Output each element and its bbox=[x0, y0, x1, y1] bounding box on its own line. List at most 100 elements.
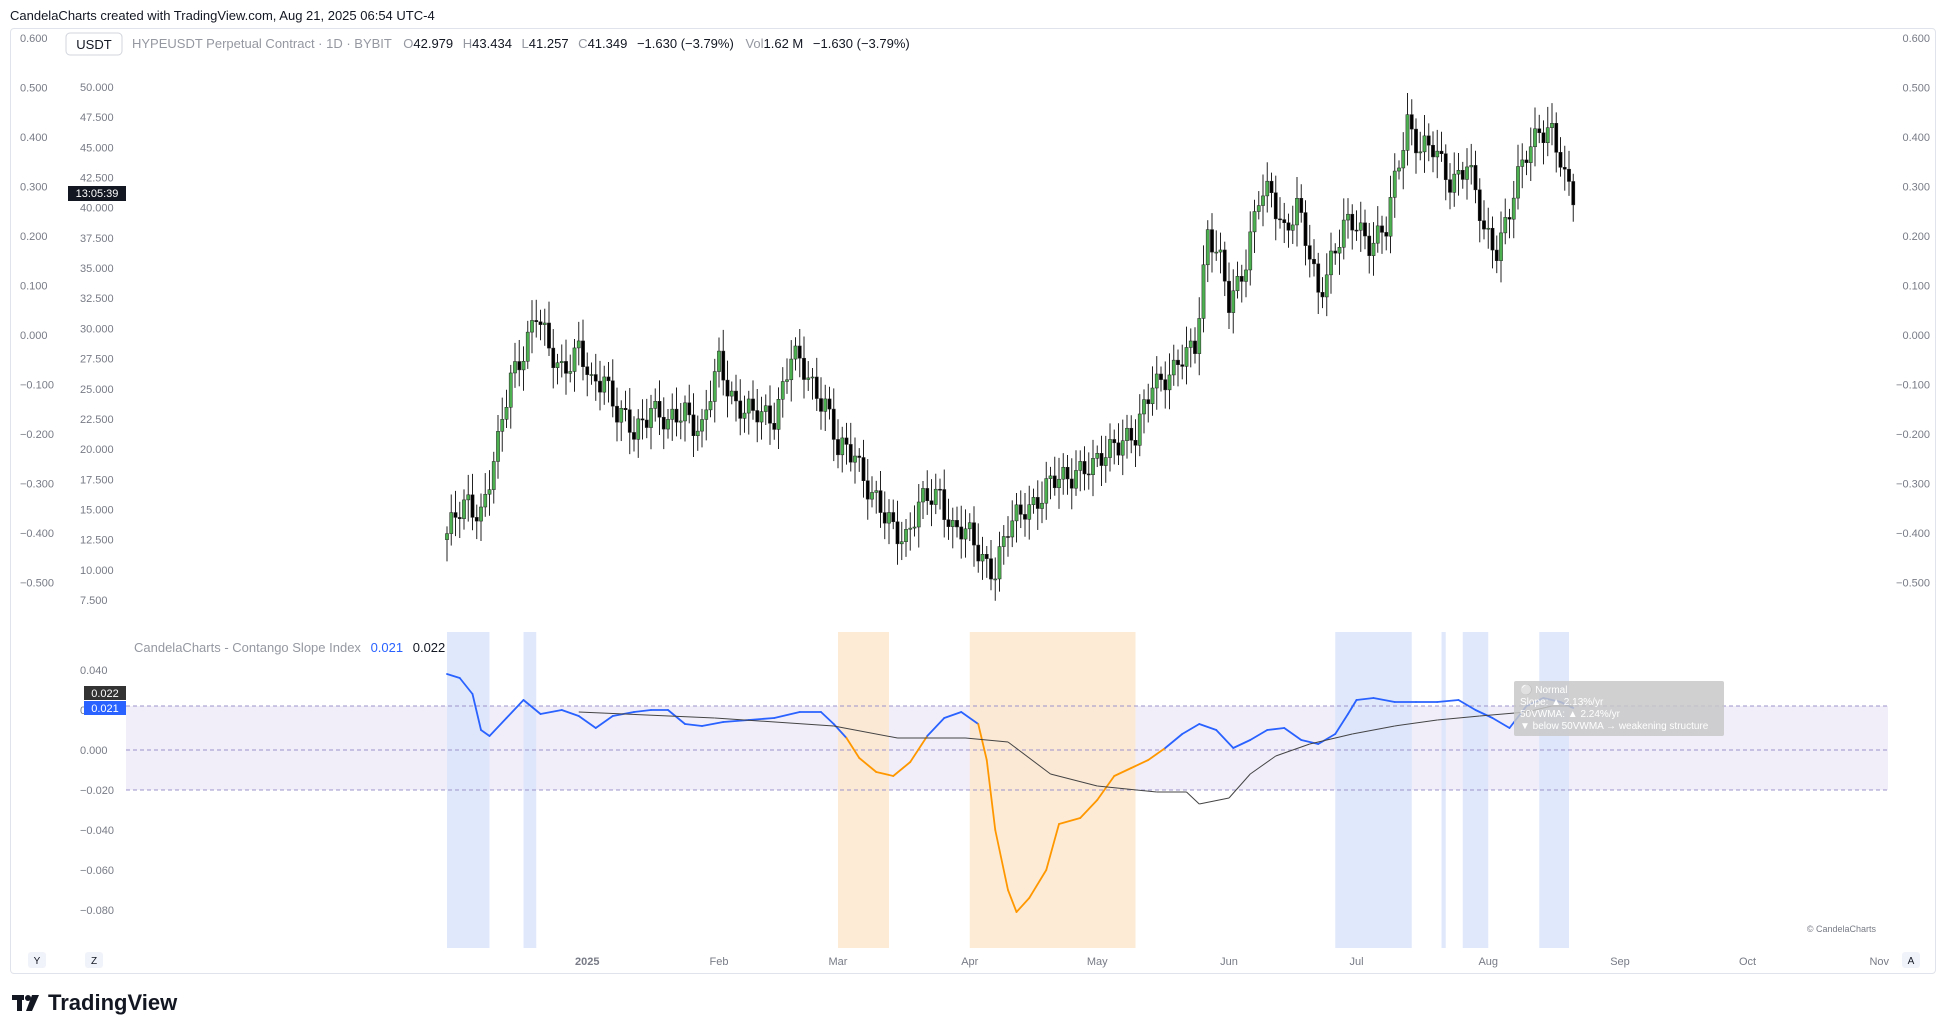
tradingview-logo[interactable]: TradingView bbox=[12, 990, 177, 1016]
overlay-tick-right: 0.100 bbox=[1902, 281, 1930, 293]
time-axis-label: Feb bbox=[710, 956, 729, 968]
candle-body bbox=[1018, 504, 1023, 515]
candle-body bbox=[1248, 231, 1253, 271]
candle-body bbox=[449, 512, 454, 534]
candle-body bbox=[1486, 227, 1491, 230]
candle-body bbox=[734, 390, 738, 402]
candle-body bbox=[678, 420, 683, 423]
candle-body bbox=[904, 529, 908, 542]
candle-body bbox=[950, 520, 955, 527]
candle-body bbox=[959, 526, 964, 540]
slope-line-segment bbox=[977, 723, 988, 761]
candle-body bbox=[1091, 458, 1095, 475]
overlay-tick-right: −0.500 bbox=[1896, 578, 1930, 590]
candle-body bbox=[474, 517, 479, 522]
candle-body bbox=[453, 512, 458, 518]
currency-button[interactable] bbox=[65, 32, 123, 56]
vwma-line-segment bbox=[833, 725, 898, 739]
candle-body bbox=[1256, 205, 1261, 212]
candle-body bbox=[1052, 475, 1057, 489]
slope-line-segment bbox=[994, 829, 1009, 891]
close-value: 41.349 bbox=[588, 36, 628, 51]
slope-line-segment bbox=[1045, 823, 1060, 871]
candle-body bbox=[1078, 461, 1083, 471]
candle-body bbox=[1035, 497, 1040, 509]
candle-body bbox=[840, 437, 845, 456]
vwma-line-segment bbox=[1097, 785, 1157, 793]
slope-line-segment bbox=[892, 761, 912, 777]
candle-body bbox=[1337, 247, 1342, 254]
candle-body bbox=[1405, 114, 1410, 151]
candle-body bbox=[742, 412, 747, 419]
overlay-tick-right: −0.200 bbox=[1896, 429, 1930, 441]
price-tick-label: 42.500 bbox=[80, 173, 114, 185]
candle-body bbox=[559, 361, 564, 364]
candle-body bbox=[462, 499, 466, 519]
candle-body bbox=[1469, 165, 1474, 168]
tooltip-line-2: Slope: ▲ 2.13%/yr bbox=[1520, 697, 1604, 708]
auto-scale-button[interactable] bbox=[1902, 952, 1920, 968]
candle-body bbox=[1567, 168, 1571, 182]
indicator-legend: CandelaCharts - Contango Slope Index 0.0… bbox=[134, 640, 445, 655]
candle-body bbox=[751, 398, 755, 411]
candle-body bbox=[1014, 504, 1019, 522]
slope-line-segment bbox=[539, 709, 563, 715]
log-scale-button[interactable] bbox=[28, 952, 46, 968]
vwma-line-segment bbox=[1394, 719, 1438, 727]
tooltip-line-3: 50VWMA: ▲ 2.24%/yr bbox=[1520, 709, 1621, 720]
candle-body bbox=[457, 517, 462, 519]
candle-body bbox=[785, 379, 789, 382]
candle-body bbox=[789, 358, 794, 381]
symbol-legend: HYPEUSDT Perpetual Contract · 1D · BYBIT… bbox=[132, 36, 910, 51]
candle-body bbox=[1048, 475, 1053, 479]
candle-body bbox=[1333, 250, 1338, 254]
candle-body bbox=[831, 408, 836, 440]
candle-body bbox=[1163, 379, 1168, 391]
candle-body bbox=[1261, 195, 1265, 206]
slope-line-segment bbox=[1028, 869, 1048, 899]
tradingview-logo-icon bbox=[12, 993, 42, 1013]
candle-body bbox=[491, 461, 496, 490]
candle-body bbox=[1103, 457, 1108, 466]
candle-body bbox=[1069, 478, 1074, 489]
slope-line-segment bbox=[1079, 799, 1099, 819]
price-tick-label: 37.500 bbox=[80, 233, 114, 245]
symbol-title: HYPEUSDT Perpetual Contract · 1D · BYBIT bbox=[132, 36, 392, 51]
slope-line-segment bbox=[471, 693, 482, 731]
indicator-watermark: © CandelaCharts bbox=[1807, 924, 1877, 934]
candle-body bbox=[1137, 413, 1142, 446]
slope-line-segment bbox=[1355, 697, 1375, 701]
candle-body bbox=[921, 488, 925, 503]
candle-body bbox=[564, 361, 568, 374]
candle-body bbox=[615, 405, 619, 423]
slope-line-segment bbox=[458, 677, 474, 695]
slope-line-segment bbox=[1317, 733, 1337, 745]
overlay-tick-right: 0.600 bbox=[1902, 33, 1930, 45]
candle-body bbox=[470, 494, 475, 518]
candle-body bbox=[1435, 150, 1440, 158]
slope-line-segment bbox=[943, 711, 963, 719]
candle-body bbox=[623, 408, 628, 410]
candle-body bbox=[1554, 123, 1559, 153]
low-value: 41.257 bbox=[529, 36, 569, 51]
price-tick-label: 7.500 bbox=[80, 595, 108, 607]
time-axis-label: Jun bbox=[1220, 956, 1238, 968]
candle-body bbox=[870, 492, 874, 500]
slope-line-segment bbox=[1198, 723, 1218, 731]
status-tooltip bbox=[1514, 681, 1724, 736]
candle-body bbox=[780, 381, 785, 400]
slope-line-segment bbox=[577, 715, 597, 729]
candle-body bbox=[1120, 440, 1125, 456]
candle-body bbox=[942, 489, 947, 520]
candle-body bbox=[1001, 536, 1006, 547]
candle-body bbox=[1167, 374, 1172, 391]
indicator-value-1: 0.021 bbox=[371, 640, 404, 655]
candle-body bbox=[1329, 250, 1333, 276]
candle-body bbox=[1346, 213, 1350, 221]
vwma-line-segment bbox=[1275, 743, 1310, 757]
slope-line-segment bbox=[505, 699, 525, 719]
candle-body bbox=[1507, 217, 1512, 220]
zoom-button[interactable] bbox=[85, 952, 103, 968]
candle-body bbox=[1299, 198, 1304, 213]
